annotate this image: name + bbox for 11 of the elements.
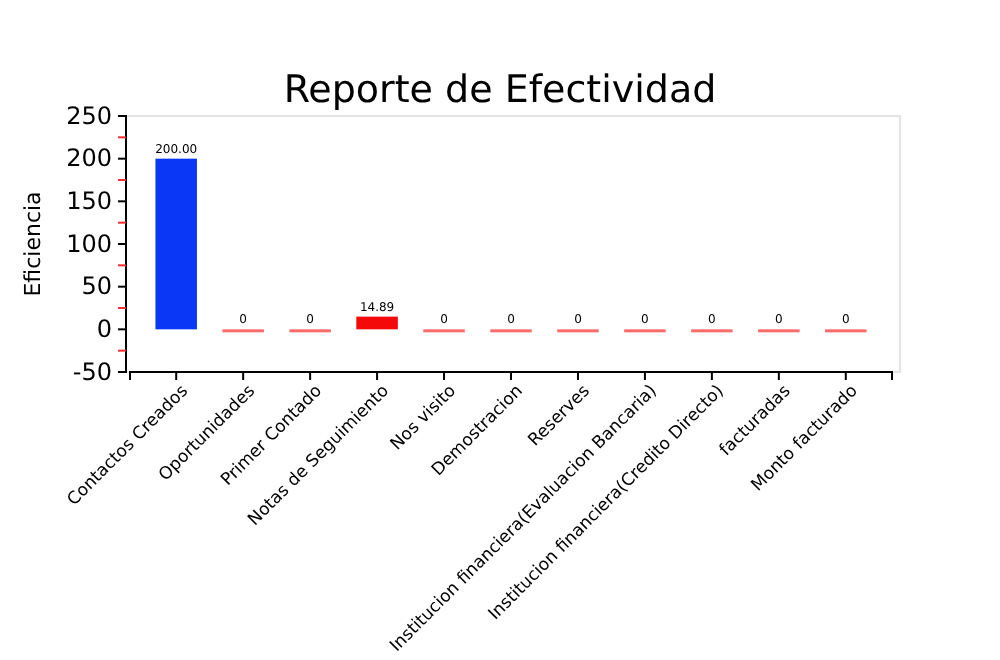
bar [356,316,398,330]
y-tick-label: 200 [66,144,112,173]
y-axis-title: Eficiencia [20,191,46,297]
chart-title: Reporte de Efectividad [283,68,717,112]
y-tick-label: 150 [66,187,112,216]
bar [155,158,197,330]
y-tick-label: 50 [81,272,112,301]
y-tick-label: -50 [72,357,112,386]
y-tick-label: 100 [66,229,112,258]
y-tick-label: 250 [66,101,112,130]
y-tick-label: 0 [96,315,112,344]
